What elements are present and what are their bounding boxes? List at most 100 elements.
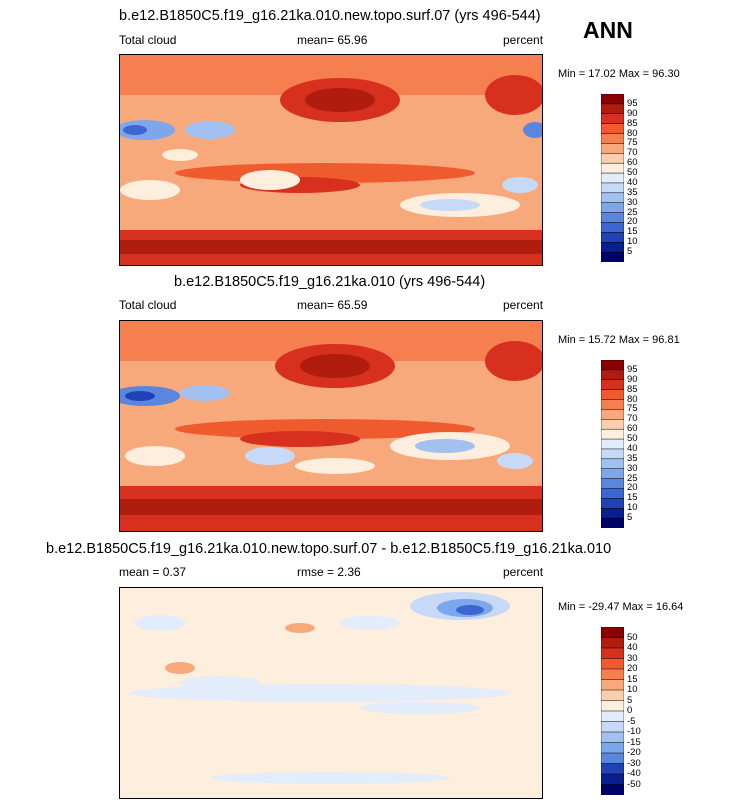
colorbar-level-label: 35: [627, 452, 638, 464]
colorbar-swatch: [601, 389, 624, 401]
colorbar-level-label: -20: [627, 747, 641, 758]
colorbar-swatch: [601, 360, 624, 371]
colorbar-level-label: 85: [627, 383, 638, 395]
colorbar-level-label: 15: [627, 673, 638, 685]
panel-2-mean: mean= 65.59: [297, 298, 368, 312]
colorbar-swatch: [601, 627, 624, 639]
panel-1-units: percent: [503, 33, 544, 47]
panel-1-colorbar: [601, 94, 624, 262]
colorbar-swatch: [601, 153, 624, 164]
colorbar-level-label: -10: [627, 726, 641, 737]
colorbar-swatch: [601, 721, 624, 733]
colorbar-swatch: [601, 419, 624, 430]
colorbar-level-label: 25: [627, 206, 638, 218]
colorbar-level-label: 20: [627, 482, 638, 494]
panel-3-rmse: rmse = 2.36: [297, 565, 361, 579]
colorbar-level-label: 90: [627, 373, 638, 385]
colorbar-swatch: [601, 369, 624, 381]
colorbar-swatch: [601, 241, 624, 253]
panel-3-units: percent: [503, 565, 544, 579]
colorbar-level-label: 15: [627, 226, 638, 238]
colorbar-swatch: [601, 232, 624, 243]
colorbar-level-label: 0: [627, 705, 633, 716]
colorbar-swatch: [601, 399, 624, 410]
colorbar-level-label: 20: [627, 663, 638, 674]
colorbar-level-label: 70: [627, 413, 638, 425]
colorbar-level-label: 30: [627, 652, 638, 664]
colorbar-level-label: 30: [627, 196, 638, 208]
colorbar-swatch: [601, 731, 624, 744]
panel-2-minmax: Min = 15.72 Max = 96.81: [558, 334, 680, 346]
colorbar-swatch: [601, 212, 624, 224]
colorbar-level-label: 95: [627, 363, 638, 375]
colorbar-swatch: [601, 133, 624, 144]
colorbar-swatch: [601, 689, 624, 702]
colorbar-level-label: 35: [627, 186, 638, 198]
panel-2-colorbar: [601, 360, 624, 528]
colorbar-level-label: 5: [627, 512, 633, 524]
colorbar-swatch: [601, 448, 624, 460]
colorbar-swatch: [601, 379, 624, 391]
colorbar-level-label: 90: [627, 107, 638, 119]
colorbar-swatch: [601, 143, 624, 154]
colorbar-swatch: [601, 123, 624, 135]
colorbar-level-label: 5: [627, 246, 633, 258]
colorbar-swatch: [601, 773, 624, 786]
colorbar-swatch: [601, 182, 624, 194]
panel-3-title: b.e12.B1850C5.f19_g16.21ka.010.new.topo.…: [46, 541, 612, 557]
colorbar-level-label: 40: [627, 442, 638, 454]
colorbar-swatch: [601, 103, 624, 115]
colorbar-swatch: [601, 94, 624, 105]
colorbar-swatch: [601, 458, 624, 470]
colorbar-level-label: 10: [627, 236, 638, 248]
colorbar-swatch: [601, 742, 624, 754]
panel-1-variable: Total cloud: [119, 33, 177, 47]
colorbar-swatch: [601, 113, 624, 125]
colorbar-swatch: [601, 192, 624, 204]
colorbar-level-label: 20: [627, 216, 638, 228]
colorbar-level-label: 75: [627, 403, 638, 415]
colorbar-level-label: 15: [627, 492, 638, 504]
panel-3-minmax: Min = -29.47 Max = 16.64: [558, 601, 684, 613]
panel-3-colorbar: [601, 627, 624, 795]
colorbar-level-label: 85: [627, 117, 638, 129]
colorbar-swatch: [601, 202, 624, 214]
colorbar-level-label: 50: [627, 433, 638, 445]
colorbar-swatch: [601, 468, 624, 480]
colorbar-level-label: 30: [627, 462, 638, 474]
colorbar-swatch: [601, 162, 624, 174]
panel-1-minmax: Min = 17.02 Max = 96.30: [558, 68, 680, 80]
colorbar-swatch: [601, 784, 624, 795]
colorbar-swatch: [601, 637, 624, 649]
colorbar-swatch: [601, 478, 624, 490]
colorbar-level-label: -30: [627, 757, 641, 769]
colorbar-swatch: [601, 438, 624, 450]
colorbar-swatch: [601, 488, 624, 499]
panel-3-map: [119, 587, 543, 799]
colorbar-level-label: 5: [627, 694, 633, 706]
colorbar-swatch: [601, 700, 624, 712]
colorbar-swatch: [601, 752, 624, 765]
colorbar-level-label: 80: [627, 127, 638, 139]
colorbar-swatch: [601, 517, 624, 528]
panel-1-mean: mean= 65.96: [297, 33, 368, 47]
colorbar-level-label: -15: [627, 736, 641, 748]
colorbar-swatch: [601, 172, 624, 184]
panel-2-units: percent: [503, 298, 544, 312]
colorbar-level-label: -40: [627, 768, 641, 779]
colorbar-swatch: [601, 668, 624, 681]
colorbar-swatch: [601, 763, 624, 775]
colorbar-swatch: [601, 658, 624, 670]
colorbar-level-label: 40: [627, 176, 638, 188]
colorbar-swatch: [601, 409, 624, 420]
colorbar-level-label: 95: [627, 97, 638, 109]
colorbar-level-label: 70: [627, 147, 638, 159]
panel-1-title: b.e12.B1850C5.f19_g16.21ka.010.new.topo.…: [119, 8, 541, 24]
colorbar-level-label: 40: [627, 642, 638, 653]
colorbar-level-label: 25: [627, 472, 638, 484]
panel-3-mean: mean = 0.37: [119, 565, 187, 579]
panel-2-variable: Total cloud: [119, 298, 177, 312]
colorbar-level-label: 75: [627, 137, 638, 149]
panel-2-title: b.e12.B1850C5.f19_g16.21ka.010 (yrs 496-…: [174, 274, 486, 290]
colorbar-level-label: 60: [627, 157, 638, 169]
